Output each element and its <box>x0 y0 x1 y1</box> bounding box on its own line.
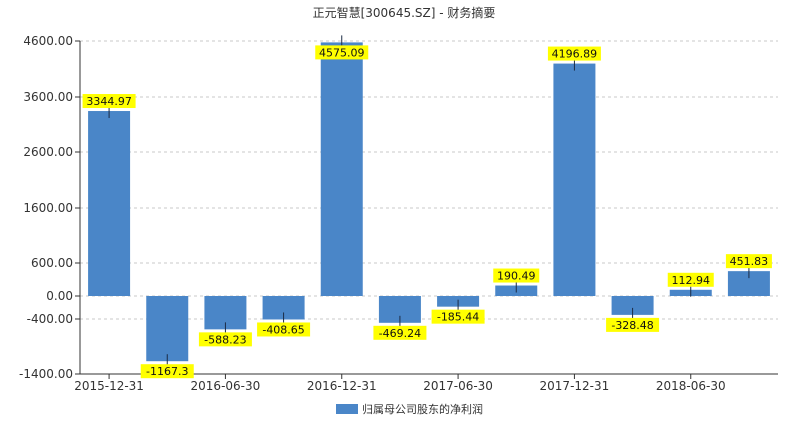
data-label: -408.65 <box>262 323 304 336</box>
x-tick-label: 2016-12-31 <box>307 379 377 393</box>
data-label-bg <box>198 332 252 347</box>
data-label: -469.24 <box>379 327 421 340</box>
y-tick-label: 3600.00 <box>23 90 73 104</box>
data-label-bg <box>257 322 311 337</box>
bar <box>146 296 189 362</box>
data-label-bg <box>725 254 772 269</box>
y-tick-label: 1600.00 <box>23 201 73 215</box>
data-label: 451.83 <box>730 255 769 268</box>
data-label: -588.23 <box>204 333 246 346</box>
data-label: 4575.09 <box>319 46 365 59</box>
axis-layer: 4600.00 3600.00 2600.00 1600.00 600.00 0.00 -4… <box>19 34 778 393</box>
data-label-bg <box>547 46 601 61</box>
data-label-bg <box>606 317 660 332</box>
x-tick-label: 2018-06-30 <box>656 379 726 393</box>
legend: 归属母公司股东的净利润 <box>336 402 483 416</box>
y-tick-label: 2600.00 <box>23 145 73 159</box>
data-label-bg <box>493 268 540 283</box>
x-tick-label: 2016-06-30 <box>191 379 261 393</box>
x-tick-label: 2015-12-31 <box>74 379 144 393</box>
y-tick-label: -400.00 <box>27 312 73 326</box>
bar <box>320 42 363 296</box>
data-label: 190.49 <box>497 270 536 283</box>
data-label-bg <box>431 309 485 324</box>
y-tick-label: 0.00 <box>46 289 73 303</box>
bar <box>553 63 596 297</box>
data-label: -328.48 <box>611 319 653 332</box>
legend-swatch <box>336 404 358 414</box>
data-label-bg <box>315 45 369 60</box>
x-tick-label: 2017-12-31 <box>540 379 610 393</box>
chart-title: 正元智慧[300645.SZ] - 财务摘要 <box>313 5 496 20</box>
data-label: 4196.89 <box>552 48 598 61</box>
data-label: -185.44 <box>437 311 479 324</box>
data-label: 112.94 <box>672 274 711 287</box>
data-label-bg <box>667 272 714 287</box>
x-tick-label: 2017-06-30 <box>423 379 493 393</box>
data-label: -1167.3 <box>146 365 188 378</box>
bar <box>88 111 131 297</box>
legend-label: 归属母公司股东的净利润 <box>362 402 483 416</box>
data-label-bg <box>140 364 194 379</box>
data-label-layer: 3344.97 -1167.3 -588.23 -408.65 4575.09 -469.… <box>82 35 772 379</box>
bar <box>611 296 654 315</box>
data-label: 3344.97 <box>86 95 132 108</box>
y-tick-label: 600.00 <box>31 256 73 270</box>
data-label-bg <box>82 94 136 109</box>
bar <box>262 296 305 320</box>
y-tick-label: -1400.00 <box>19 367 73 381</box>
bar-layer <box>88 42 770 362</box>
data-label-bg <box>373 325 427 340</box>
y-tick-label: 4600.00 <box>23 34 73 48</box>
